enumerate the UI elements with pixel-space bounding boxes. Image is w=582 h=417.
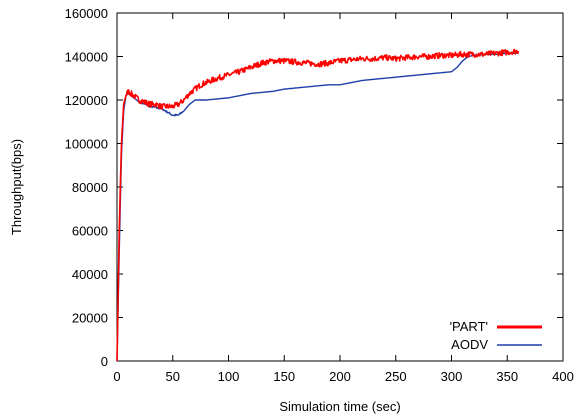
x-tick-label: 0 — [113, 369, 120, 384]
y-tick-label: 0 — [101, 354, 108, 369]
series-line-part — [116, 48, 520, 362]
y-axis-label: Throughput(bps) — [9, 139, 24, 235]
x-tick-label: 250 — [385, 369, 407, 384]
y-tick-label: 20000 — [72, 311, 108, 326]
axis-ticks: 0 50 100 150 200 250 300 350 400 0 20000 40000 60000… — [65, 6, 574, 384]
series-layer — [116, 48, 520, 362]
y-tick-label: 140000 — [65, 50, 108, 65]
x-tick-label: 150 — [273, 369, 295, 384]
legend: 'PART' AODV — [450, 319, 542, 352]
x-tick-label: 50 — [166, 369, 180, 384]
plot-frame — [116, 12, 564, 362]
y-tick-label: 60000 — [72, 224, 108, 239]
legend-label-aodv: AODV — [451, 337, 488, 352]
y-tick-label: 40000 — [72, 267, 108, 282]
x-tick-label: 200 — [329, 369, 351, 384]
x-axis-label: Simulation time (sec) — [279, 399, 400, 414]
y-tick-label: 120000 — [65, 93, 108, 108]
y-tick-label: 160000 — [65, 6, 108, 21]
x-tick-label: 350 — [496, 369, 518, 384]
series-line-aodv — [116, 52, 519, 362]
x-tick-label: 400 — [552, 369, 574, 384]
legend-label-part: 'PART' — [450, 319, 488, 334]
x-tick-label: 300 — [441, 369, 463, 384]
y-tick-label: 80000 — [72, 180, 108, 195]
x-tick-label: 100 — [218, 369, 240, 384]
y-tick-label: 100000 — [65, 137, 108, 152]
